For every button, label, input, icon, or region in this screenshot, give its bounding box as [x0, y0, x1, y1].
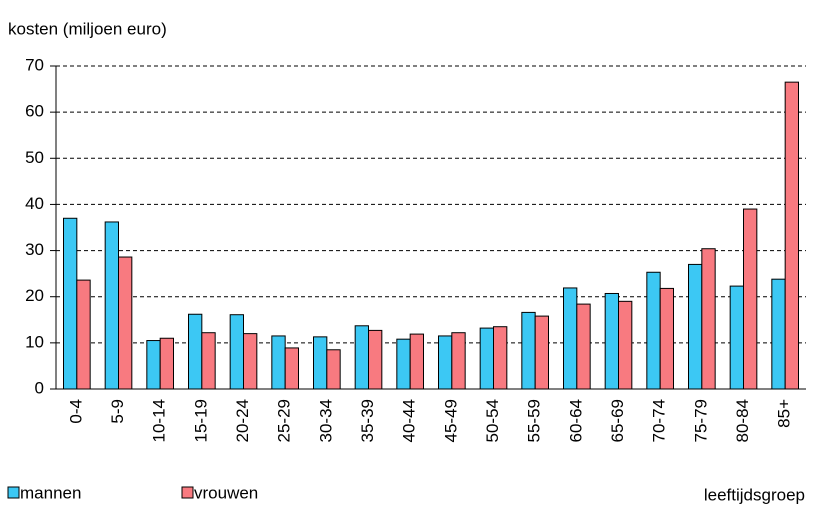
- x-tick-label: 75-79: [691, 399, 710, 442]
- bar: [63, 217, 78, 390]
- x-tick-label: 55-59: [525, 399, 544, 442]
- y-tick-label: 70: [25, 55, 44, 74]
- x-tick-label: 50-54: [483, 399, 502, 442]
- bar: [368, 329, 383, 390]
- bar: [534, 315, 550, 390]
- bar: [438, 335, 453, 390]
- y-axis-title: kosten (miljoen euro): [8, 19, 167, 38]
- bar: [118, 256, 133, 390]
- y-tick-label: 30: [25, 240, 44, 259]
- bar: [576, 303, 591, 390]
- x-tick-label: 35-39: [358, 399, 377, 442]
- bar: [201, 332, 216, 390]
- x-axis-title: leeftijdsgroep: [704, 485, 805, 504]
- bar: [229, 314, 245, 390]
- y-tick-label: 10: [25, 332, 44, 351]
- bar: [618, 300, 633, 390]
- bar: [354, 325, 369, 390]
- bar: [326, 349, 341, 390]
- bar: [701, 248, 716, 390]
- x-tick-label: 45-49: [441, 399, 460, 442]
- x-tick-label: 85+: [775, 399, 794, 428]
- x-tick-label: 15-19: [191, 399, 210, 442]
- x-tick-label: 70-74: [650, 399, 669, 442]
- bar: [479, 327, 494, 390]
- bar: [729, 285, 745, 390]
- bar: [409, 333, 424, 390]
- bar: [104, 221, 119, 390]
- bar: [76, 279, 91, 390]
- legend-swatch: [7, 486, 20, 499]
- x-tick-label: 30-34: [316, 399, 335, 442]
- bar: [784, 81, 800, 390]
- y-tick-label: 20: [25, 286, 44, 305]
- bar: [604, 292, 620, 390]
- bar: [188, 313, 203, 390]
- x-tick-label: 10-14: [150, 399, 169, 442]
- bar: [688, 263, 703, 390]
- x-tick-label: 0-4: [66, 399, 85, 424]
- bar: [771, 278, 786, 390]
- x-tick-label: 5-9: [108, 399, 127, 424]
- bar: [493, 326, 508, 390]
- x-tick-label: 80-84: [733, 399, 752, 442]
- bar: [284, 347, 299, 390]
- bar: [396, 338, 411, 390]
- x-tick-label: 40-44: [400, 399, 419, 442]
- x-tick-label: 60-64: [566, 399, 585, 442]
- bar: [451, 332, 466, 390]
- bar: [271, 335, 286, 390]
- bar: [159, 337, 175, 390]
- bar: [146, 340, 161, 390]
- bar: [659, 287, 675, 390]
- bar: [243, 333, 258, 390]
- bar: [313, 336, 328, 390]
- x-tick-label: 25-29: [275, 399, 294, 442]
- y-tick-label: 60: [25, 102, 44, 121]
- bar: [743, 208, 758, 390]
- legend-label: vrouwen: [194, 483, 258, 502]
- x-tick-label: 65-69: [608, 399, 627, 442]
- x-tick-label: 20-24: [233, 399, 252, 442]
- legend-label: mannen: [20, 483, 81, 502]
- bar: [563, 287, 578, 390]
- y-tick-label: 50: [25, 148, 44, 167]
- bar: [646, 271, 661, 390]
- y-tick-label: 0: [35, 378, 44, 397]
- bar: [521, 311, 536, 390]
- y-tick-label: 40: [25, 194, 44, 213]
- legend-swatch: [181, 486, 194, 499]
